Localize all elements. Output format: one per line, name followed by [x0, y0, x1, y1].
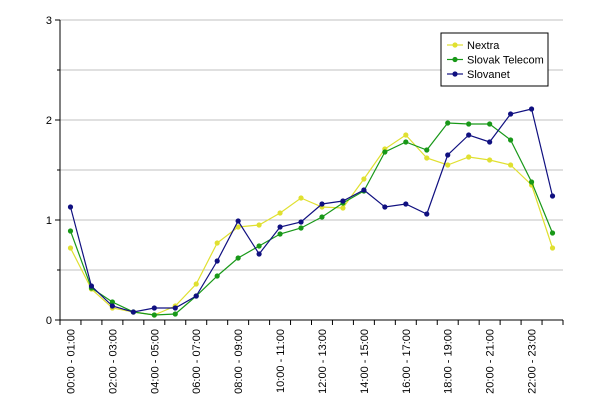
- y-tick-label: 3: [46, 15, 52, 27]
- series-line: [69, 122, 554, 316]
- x-tick-label: 00:00 - 01:00: [65, 329, 77, 394]
- legend-swatch-marker: [452, 71, 458, 77]
- data-point: [508, 137, 514, 143]
- data-point: [403, 139, 409, 145]
- data-point: [151, 312, 157, 318]
- data-point: [424, 147, 430, 153]
- data-point: [256, 222, 262, 228]
- data-point: [528, 179, 535, 185]
- data-point: [151, 305, 157, 311]
- data-point: [298, 195, 304, 201]
- data-point: [382, 149, 388, 155]
- x-tick-label: 16:00 - 17:00: [401, 329, 413, 394]
- data-point: [109, 303, 115, 309]
- axes: [55, 19, 564, 325]
- data-point: [193, 293, 199, 299]
- data-point: [298, 225, 304, 231]
- y-tick-label: 0: [46, 315, 52, 327]
- data-point: [214, 273, 220, 279]
- data-point: [487, 121, 493, 127]
- data-point: [277, 224, 283, 230]
- data-point: [403, 201, 409, 207]
- series-slovanet: [67, 106, 556, 315]
- x-tick-label: 20:00 - 21:00: [485, 329, 497, 394]
- x-tick-label: 12:00 - 13:00: [317, 329, 329, 394]
- data-point: [88, 283, 95, 289]
- data-point: [424, 211, 430, 217]
- x-tick-label: 18:00 - 19:00: [443, 329, 455, 394]
- data-point: [382, 204, 388, 210]
- data-point: [172, 311, 178, 317]
- data-point: [214, 240, 220, 246]
- data-point: [403, 132, 409, 138]
- data-point: [298, 219, 304, 225]
- legend-label: Slovanet: [467, 69, 510, 81]
- legend: Nextra Slovak Telecom Slovanet: [440, 32, 549, 87]
- data-point: [487, 139, 493, 145]
- data-point: [130, 309, 136, 315]
- y-tick-label: 2: [46, 115, 52, 127]
- data-point: [67, 204, 74, 210]
- data-point: [67, 245, 74, 251]
- data-point: [235, 224, 241, 230]
- data-point: [508, 162, 514, 168]
- y-axis-tick-labels: 0 1 2 3: [46, 15, 52, 327]
- data-point: [214, 258, 220, 264]
- data-point: [277, 210, 283, 216]
- data-point: [193, 281, 199, 287]
- data-point: [235, 218, 241, 224]
- data-point: [319, 201, 325, 207]
- x-tick-label: 06:00 - 07:00: [191, 329, 203, 394]
- legend-swatch-marker: [452, 56, 458, 63]
- x-tick-label: 04:00 - 05:00: [149, 329, 161, 394]
- x-tick-label: 10:00 - 11:00: [275, 329, 287, 393]
- data-point: [172, 305, 178, 311]
- x-tick-label: 08:00 - 09:00: [233, 329, 245, 394]
- grid-lines: [60, 19, 563, 271]
- x-tick-label: 14:00 - 15:00: [359, 329, 371, 394]
- data-point: [466, 154, 472, 160]
- legend-swatch-marker: [452, 42, 458, 48]
- data-point: [445, 162, 451, 168]
- data-point: [445, 120, 451, 126]
- data-point: [256, 251, 262, 257]
- data-point: [319, 214, 325, 220]
- data-point: [466, 121, 472, 127]
- data-point: [109, 299, 115, 305]
- data-point: [445, 152, 451, 158]
- legend-label: Nextra: [467, 40, 500, 52]
- legend-label: Slovak Telecom: [467, 55, 544, 67]
- data-point: [549, 230, 556, 236]
- series-slovak-telecom: [67, 120, 556, 318]
- data-point: [361, 187, 367, 193]
- data-point: [256, 243, 262, 249]
- data-point: [466, 132, 472, 138]
- data-point: [549, 245, 556, 251]
- data-point: [340, 205, 346, 211]
- y-tick-label: 1: [46, 215, 52, 227]
- series-line: [69, 108, 554, 313]
- data-point: [67, 228, 74, 234]
- data-point: [528, 106, 535, 112]
- x-tick-label: 02:00 - 03:00: [107, 329, 119, 394]
- data-point: [235, 255, 241, 261]
- x-tick-label: 22:00 - 23:00: [527, 329, 539, 394]
- data-point: [361, 176, 367, 182]
- data-point: [424, 155, 430, 161]
- x-axis-tick-labels: 00:00 - 01:00 02:00 - 03:00 04:00 - 05:00 0…: [65, 329, 538, 394]
- data-point: [508, 111, 514, 117]
- series-group: [67, 106, 556, 318]
- data-point: [277, 231, 283, 237]
- data-point: [340, 198, 346, 204]
- data-point: [549, 193, 556, 199]
- data-point: [487, 157, 493, 163]
